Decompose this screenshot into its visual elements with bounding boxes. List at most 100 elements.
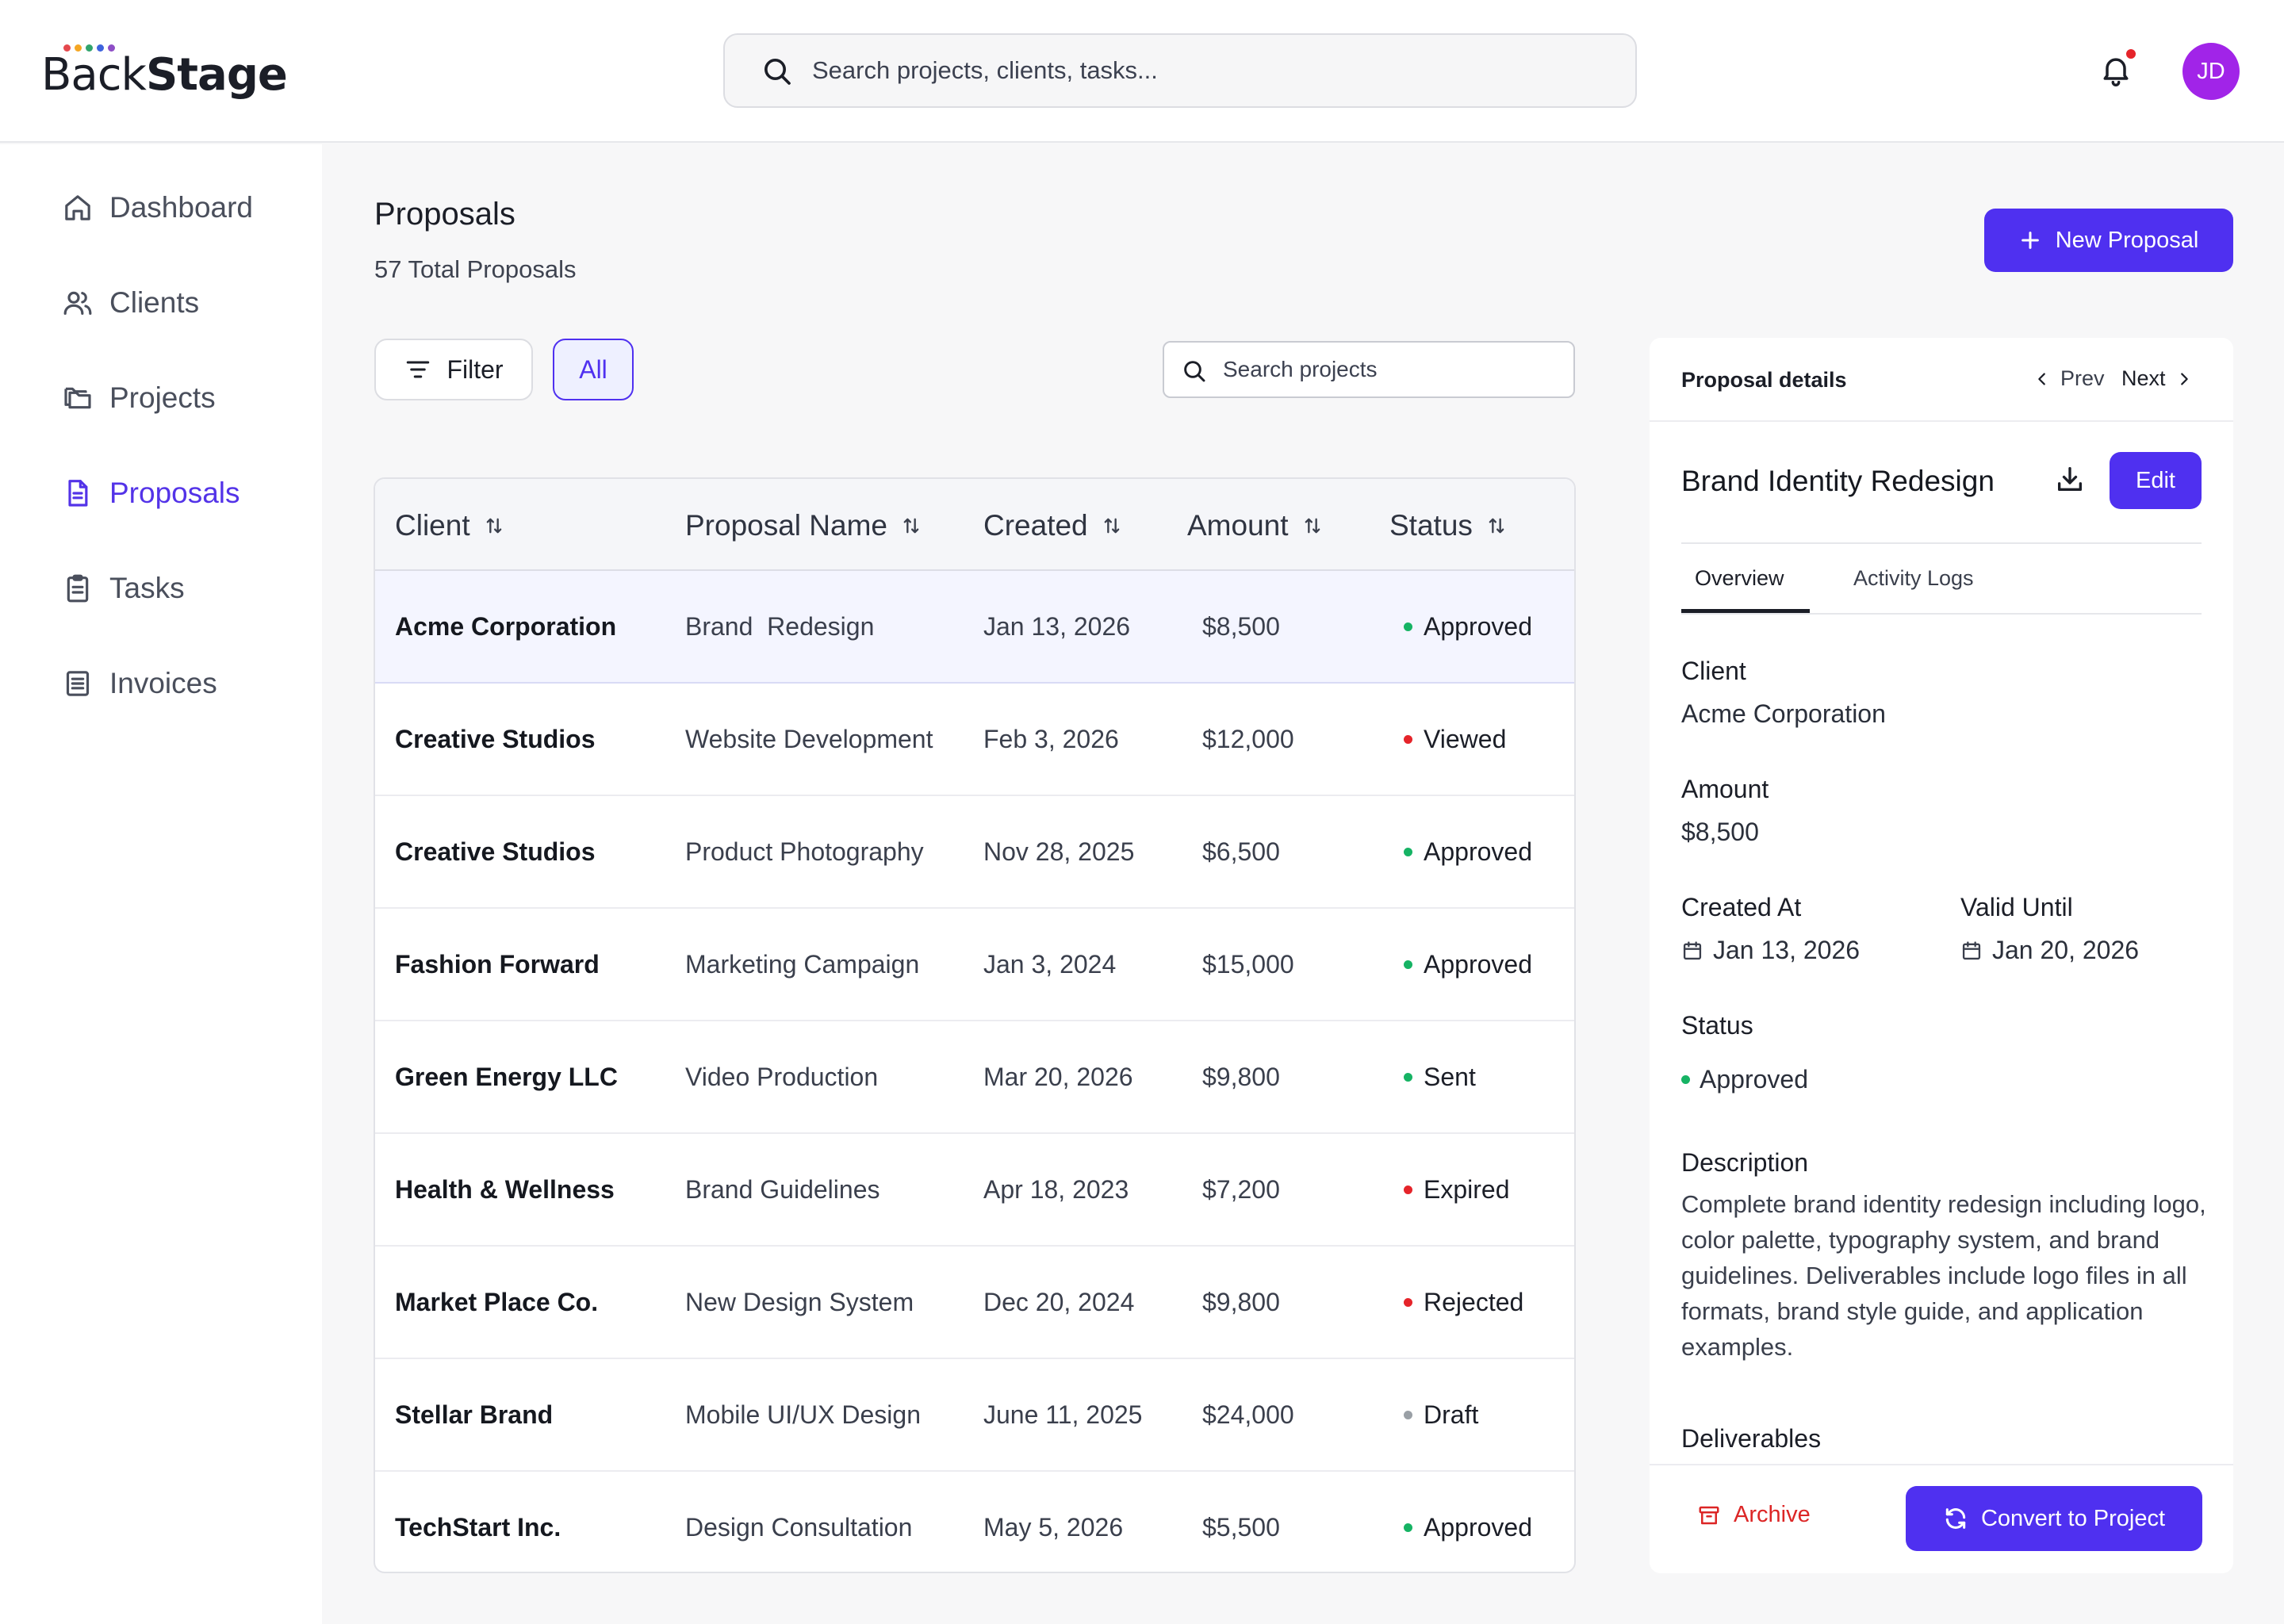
status-badge: Draft [1404,1400,1478,1430]
column-header-label: Client [395,509,470,542]
cell-created: Dec 20, 2024 [983,1288,1135,1316]
cell-client: Fashion Forward [395,950,600,979]
global-search-input[interactable] [812,35,1605,106]
logo-dots [63,44,115,52]
convert-label: Convert to Project [1980,1505,2166,1531]
prev-label: Prev [2060,366,2105,390]
cell-amount: $12,000 [1202,725,1294,753]
cell-created: Mar 20, 2026 [983,1063,1133,1091]
table-row[interactable]: Acme Corporation Brand Redesign Jan 13, … [375,571,1574,684]
table-search[interactable] [1163,341,1575,398]
cell-amount: $6,500 [1202,837,1280,866]
column-header-label: Proposal Name [685,509,888,542]
status-badge: Expired [1404,1175,1510,1205]
archive-button[interactable]: Archive [1697,1502,1811,1528]
sidebar-item-label: Clients [109,286,200,319]
sort-icon [486,518,501,534]
cell-client: TechStart Inc. [395,1513,561,1542]
logo-dot [97,44,104,52]
panel-title: Proposal details [1681,368,1847,392]
filter-chip-all[interactable]: All [553,339,634,400]
new-proposal-label: New Proposal [2055,227,2199,253]
cell-created: June 11, 2025 [983,1400,1143,1429]
logo-dot [108,44,115,52]
column-header-amount[interactable]: Amount [1187,509,1324,542]
sidebar-item-projects[interactable]: Projects [62,374,216,422]
home-icon [65,195,90,220]
status-badge: Sent [1404,1063,1476,1092]
file-icon [68,480,88,507]
table-row[interactable]: Creative Studios Website Development Feb… [375,684,1574,796]
logo-dot [75,44,82,52]
top-header: BackStage JD [0,0,2284,143]
valid-until-label: Valid Until [1960,893,2073,921]
sort-icon [1305,518,1320,534]
bell-icon[interactable] [2098,51,2133,89]
search-icon [765,59,791,85]
cell-amount: $15,000 [1202,950,1294,979]
column-header-status[interactable]: Status [1389,509,1508,542]
status-label: Status [1681,1011,1753,1040]
column-header-created[interactable]: Created [983,509,1123,542]
sidebar-item-clients[interactable]: Clients [62,279,199,327]
amount-value: $8,500 [1681,818,1759,846]
sidebar-item-label: Invoices [109,667,217,699]
cell-proposal-name: Website Development [685,725,933,753]
edit-button[interactable]: Edit [2110,452,2202,509]
sidebar-item-proposals[interactable]: Proposals [62,469,240,517]
next-button[interactable]: Next [2121,366,2193,391]
sidebar-item-invoices[interactable]: Invoices [62,660,217,707]
valid-until-date: Jan 20, 2026 [1992,936,2140,964]
cell-amount: $9,800 [1202,1288,1280,1316]
sidebar-item-dashboard[interactable]: Dashboard [62,184,253,232]
new-proposal-button[interactable]: New Proposal [1984,209,2233,272]
status-badge: Approved [1404,837,1532,867]
convert-to-project-button[interactable]: Convert to Project [1906,1486,2202,1551]
status-label: Approved [1424,1513,1532,1542]
tab-overview[interactable]: Overview [1695,566,1784,590]
table-row[interactable]: Fashion Forward Marketing Campaign Jan 3… [375,909,1574,1021]
sidebar-item-tasks[interactable]: Tasks [62,565,185,612]
table-row[interactable]: Green Energy LLC Video Production Mar 20… [375,1021,1574,1134]
logo-dot [86,44,93,52]
avatar[interactable]: JD [2182,43,2240,100]
download-icon[interactable] [2054,463,2086,495]
cell-proposal-name: Video Production [685,1063,879,1091]
global-search[interactable] [723,33,1637,108]
deliverables-label: Deliverables [1681,1424,1822,1453]
status-badge: Approved [1404,1513,1532,1542]
backstage-logo[interactable]: BackStage [41,41,288,105]
status-label: Rejected [1424,1288,1524,1316]
calendar-icon [1683,940,1702,959]
status-badge: Rejected [1404,1288,1523,1317]
logo-part-stage: Stage [145,49,288,101]
filter-button[interactable]: Filter [374,339,533,400]
table-row[interactable]: Health & Wellness Brand Guidelines Apr 1… [375,1134,1574,1247]
created-at-label: Created At [1681,893,1802,921]
status-dot [1404,1411,1412,1419]
table-row[interactable]: TechStart Inc. Design Consultation May 5… [375,1472,1574,1572]
column-header-label: Status [1389,509,1473,542]
sidebar: Dashboard Clients Projects Proposals Tas… [0,144,322,1624]
logo-dot [63,44,71,52]
table-row[interactable]: Stellar Brand Mobile UI/UX Design June 1… [375,1359,1574,1472]
tab-activity-logs[interactable]: Activity Logs [1853,566,1974,590]
sidebar-item-label: Tasks [109,572,185,604]
calendar-icon [1962,940,1981,959]
proposal-title: Brand Identity Redesign [1681,465,1995,497]
prev-button[interactable]: Prev [2033,366,2105,391]
column-header-proposal-name[interactable]: Proposal Name [685,509,922,542]
table-row[interactable]: Market Place Co. New Design System Dec 2… [375,1247,1574,1359]
column-header-client[interactable]: Client [395,509,505,542]
description-text: Complete brand identity redesign includi… [1681,1190,2206,1361]
status-badge: Approved [1404,612,1532,642]
cell-created: Apr 18, 2023 [983,1175,1129,1204]
status-dot [1404,735,1412,744]
sidebar-item-label: Dashboard [109,191,254,224]
table-row[interactable]: Creative Studios Product Photography Nov… [375,796,1574,909]
total-proposals-count: 57 Total Proposals [374,255,577,283]
filter-label: Filter [446,354,504,384]
cell-client: Market Place Co. [395,1288,599,1316]
table-search-input[interactable] [1223,343,1556,396]
sidebar-item-label: Proposals [109,477,240,509]
